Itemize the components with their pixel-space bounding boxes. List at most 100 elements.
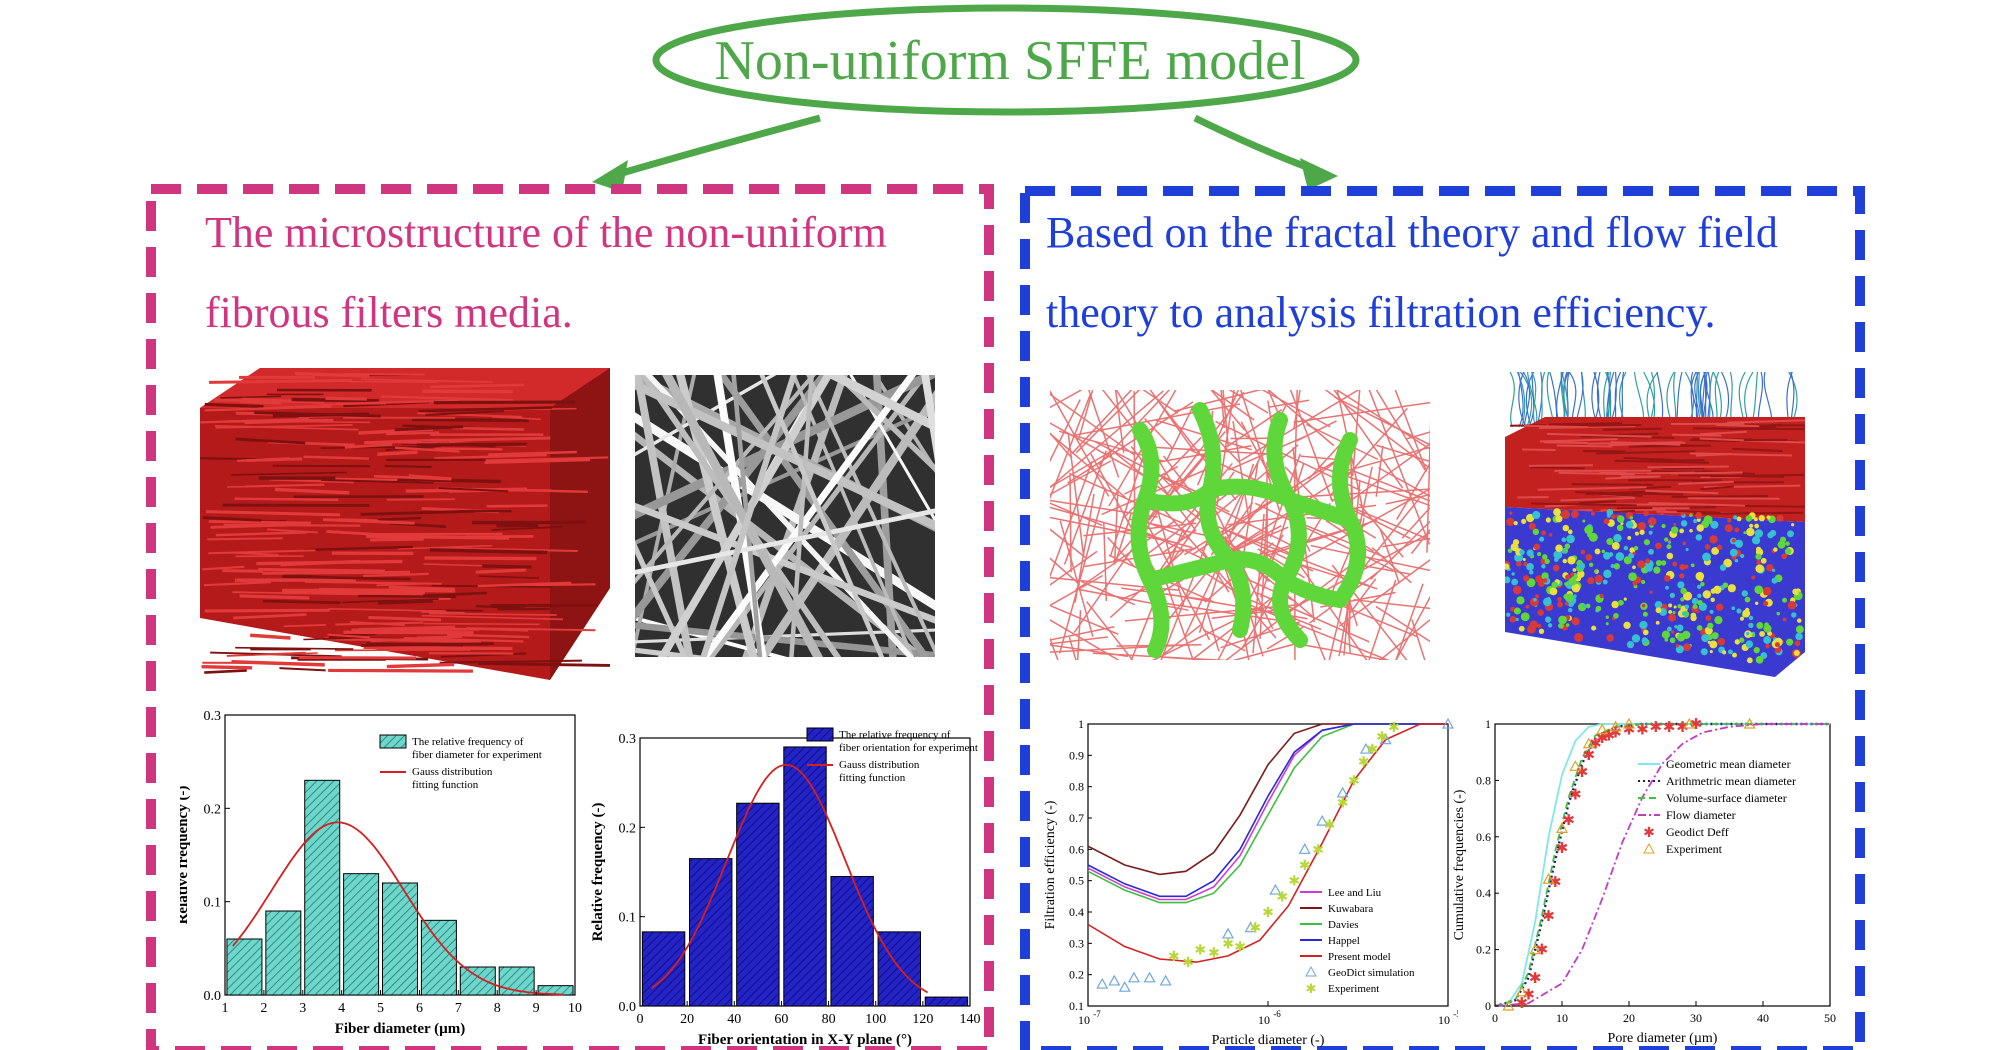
y-tick-label: 0.2 [1476,943,1491,957]
data-point: ✱ [1569,788,1582,804]
data-point: ✱ [1636,723,1649,739]
pore-channel [1192,402,1252,638]
pore-channel [1142,551,1348,608]
legend-swatch [1305,965,1317,977]
data-point [1609,720,1622,732]
x-tick-label: 60 [774,1012,788,1027]
data-point [1555,822,1569,833]
legend-label-bars: The relative frequency of [839,729,951,741]
y-tick-label: 0.6 [1476,830,1491,844]
legend-label: Experiment [1328,983,1379,995]
legend-label-bars-cont: fiber orientation for experiment [839,742,978,754]
data-point: ✱ [1676,720,1689,736]
legend-label-fit-cont: fitting function [839,772,906,784]
data-point [1096,977,1109,989]
series-line [1087,723,1448,904]
y-tick-label: 0.2 [619,821,637,836]
data-point [1529,943,1542,955]
data-point: ✱ [1583,748,1596,764]
data-point [1222,927,1235,939]
histogram-bar [924,996,969,1007]
legend-label-fit: Gauss distribution [839,759,920,771]
y-tick-label: 0.5 [1069,874,1084,888]
legend-label: Flow diameter [1666,808,1736,822]
page-title: Non-uniform SFFE model [714,30,1306,92]
x-tick-label: 4 [338,1001,345,1016]
x-tick-label: 10 [1078,1013,1090,1027]
data-point: ✱ [1663,720,1676,736]
data-point [1622,717,1636,729]
data-point: ✱ [1337,796,1349,811]
y-tick-label: 1 [1485,717,1491,731]
x-tick-label: 1 [222,1001,229,1016]
legend-label: Davies [1328,919,1359,931]
data-point [1683,717,1696,729]
legend-label-fit: Gauss distribution [412,766,493,778]
x-tick-label: 10 [1556,1011,1568,1025]
x-tick-label: 50 [1824,1011,1836,1025]
histogram-bar [343,873,380,996]
data-point [1542,872,1555,884]
pore-diameter-cumulative-chart: ✱ ✱ ✱ ✱ ✱ ✱ ✱ ✱ ✱ ✱ ✱ ✱ ✱ ✱ ✱ ✱ ✱ ✱ ✱ ✱ ✱ 0 0.2 0.4 0.6 0.8 1 0 10 20… [1450,712,1850,1050]
y-tick-label: 0.0 [619,1000,637,1015]
legend-label-bars: The relative frequency of [412,736,524,748]
y-tick-label: 0.9 [1069,748,1084,762]
x-tick-label: 5 [377,1001,384,1016]
y-tick-label: 0 [1485,999,1491,1013]
y-tick-label: 0.1 [1069,999,1084,1013]
x-tick-label: 80 [822,1012,836,1027]
y-tick-label: 0.3 [1069,936,1084,950]
x-tick-label: 10 [1438,1013,1450,1027]
y-tick-label: 0.3 [204,709,222,724]
legend-swatch: ✱ [1643,826,1655,841]
flow-field-block-image [1505,372,1805,677]
x-tick-label: 2 [260,1001,267,1016]
data-point: ✱ [1516,996,1529,1012]
legend-swatch: ✱ [1306,981,1317,996]
fiber-diameter-histogram: 1 2 3 4 5 6 7 8 9 10 0.0 0.1 0.2 0.3 Fiber diameter (µ… [180,705,590,1045]
data-point [1108,974,1121,986]
data-point: ✱ [1556,841,1569,857]
x-axis-label: Fiber orientation in X-Y plane (°) [698,1032,912,1048]
left-panel-title-line1: The microstructure of the non-uniform [205,208,887,257]
histogram-bar [304,779,341,996]
x-tick-label: 140 [960,1012,981,1027]
pore-channel [1130,422,1170,658]
legend-label: Lee and Liu [1328,887,1382,899]
x-tick-exponent: -5 [1453,1009,1458,1019]
x-tick-label: 7 [455,1001,462,1016]
data-point: ✱ [1249,922,1261,937]
legend-swatch-bars [379,734,407,749]
data-point [1316,814,1329,826]
data-point: ✱ [1603,728,1616,744]
pore-channel [1266,412,1308,648]
y-tick-label: 0.4 [1476,886,1491,900]
data-point [1569,760,1582,771]
data-point: ✱ [1650,720,1663,736]
data-point [1743,717,1756,729]
data-point: ✱ [1522,988,1535,1004]
sem-fiber-image [635,375,935,657]
data-point: ✱ [1194,944,1206,959]
legend-swatch [1643,842,1655,854]
data-point: ✱ [1562,813,1575,829]
y-axis-label: Cumulative frequencies (-) [1452,789,1467,940]
histogram-bar [226,938,263,996]
x-tick-label: 20 [680,1012,694,1027]
histogram-bar [830,875,874,1007]
fiber-orientation-histogram: 0 20 40 60 80 100 120 140 0.0 0.1 0.2 0.3 Fiber orie… [585,720,985,1050]
x-tick-label: 40 [1757,1011,1769,1025]
data-point: ✱ [1609,725,1622,741]
data-point: ✱ [1288,875,1300,890]
legend-label: Volume-surface diameter [1666,791,1787,805]
data-point [1159,974,1172,986]
right-panel-border [1020,186,1865,1050]
x-tick-label: 10 [568,1001,582,1016]
data-point: ✱ [1222,937,1234,952]
histogram-bar [265,910,302,996]
histogram-bar [783,746,827,1007]
data-point: ✱ [1529,971,1542,987]
x-tick-label: 9 [533,1001,540,1016]
histogram-bar [641,931,686,1007]
